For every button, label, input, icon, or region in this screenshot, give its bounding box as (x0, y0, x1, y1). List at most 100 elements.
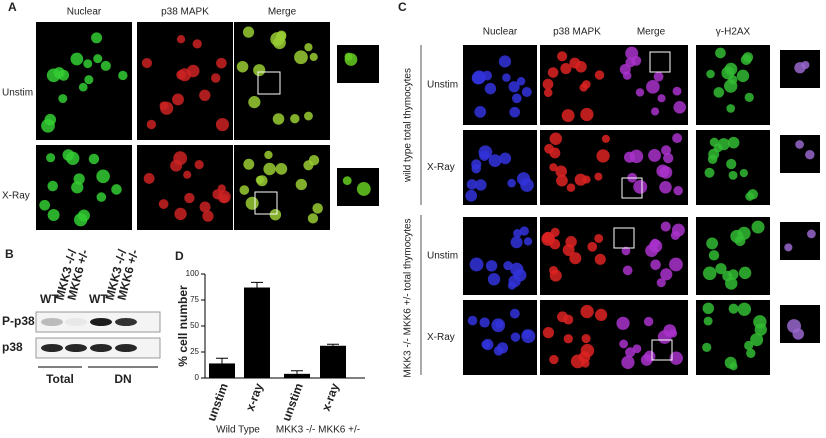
label: Total (46, 372, 74, 386)
cell (659, 181, 672, 194)
label: DN (114, 372, 131, 386)
cell (673, 186, 683, 196)
cell (523, 237, 533, 246)
cell (704, 167, 715, 178)
cell (39, 199, 51, 211)
cell (242, 26, 255, 38)
cell (601, 134, 610, 143)
cell (541, 232, 556, 246)
x-tick-label: x-ray (319, 381, 342, 413)
cell (485, 260, 498, 272)
inset-box (651, 339, 673, 361)
cell (239, 185, 250, 195)
cell (521, 329, 536, 344)
y-tick-label: 50 (190, 321, 199, 330)
cell (702, 266, 717, 281)
cell (245, 196, 259, 210)
x-tick-label: unstim (204, 381, 231, 423)
cell (643, 316, 654, 327)
cell (176, 70, 186, 80)
cell (312, 203, 323, 214)
cell (727, 136, 740, 149)
cell (596, 149, 610, 163)
cell (736, 69, 750, 83)
cell (715, 263, 727, 275)
cell (594, 308, 608, 322)
cell (709, 137, 719, 147)
cell (574, 173, 587, 186)
cell (194, 160, 204, 170)
cell (542, 78, 554, 90)
cell (702, 342, 712, 353)
cell (516, 172, 531, 186)
error-bar (327, 343, 339, 346)
label: p38 (2, 340, 23, 354)
cell (183, 170, 192, 179)
cell (521, 86, 532, 97)
cell (560, 62, 572, 75)
label: Wild Type (216, 425, 260, 436)
cell (118, 70, 128, 81)
cell (199, 89, 211, 101)
cell (513, 268, 527, 282)
cell (549, 132, 562, 145)
cell (746, 348, 756, 358)
cell (475, 179, 487, 191)
cell (725, 277, 738, 290)
cell (91, 32, 103, 44)
cell (308, 155, 320, 166)
cell (47, 209, 60, 222)
cell (669, 257, 683, 272)
cell (488, 154, 502, 167)
cell (275, 162, 288, 175)
cell (309, 52, 318, 62)
cell (172, 93, 184, 106)
y-axis-label: % cell number (176, 285, 190, 367)
cell (561, 109, 575, 122)
bar (284, 373, 310, 378)
cell (479, 317, 490, 328)
cell (474, 106, 487, 118)
cell (275, 31, 287, 42)
label: Unstim (427, 80, 458, 91)
cell (751, 220, 765, 234)
cell (784, 243, 793, 252)
cell (503, 261, 513, 271)
cell (728, 170, 738, 180)
cell (176, 35, 186, 44)
label: Nuclear (67, 7, 102, 18)
label: X-Ray (2, 191, 30, 202)
cell (578, 351, 591, 363)
cell (264, 150, 273, 160)
cell (212, 189, 223, 200)
cell (621, 355, 635, 369)
cell (342, 176, 352, 186)
label: WT (40, 292, 59, 306)
label: p38 MAPK (161, 7, 209, 18)
cell (304, 111, 313, 121)
cell (594, 70, 605, 80)
cell (742, 52, 754, 63)
cell (516, 76, 526, 86)
cell (62, 149, 75, 161)
cell (724, 356, 737, 369)
cell (83, 59, 93, 69)
cell (625, 57, 636, 68)
cell (738, 266, 752, 280)
cell (555, 165, 567, 178)
cell (754, 323, 767, 336)
cell (478, 145, 493, 160)
cell (269, 208, 282, 221)
cell (556, 174, 568, 187)
cell (580, 107, 594, 122)
cell (650, 238, 660, 248)
label: Merge (268, 7, 297, 18)
cell (141, 57, 153, 69)
y-tick-label: 25 (190, 347, 199, 356)
cell (737, 302, 752, 316)
bar (244, 287, 270, 378)
cell (174, 207, 187, 221)
cell (715, 47, 726, 59)
cell (594, 234, 604, 243)
cell (739, 168, 748, 178)
